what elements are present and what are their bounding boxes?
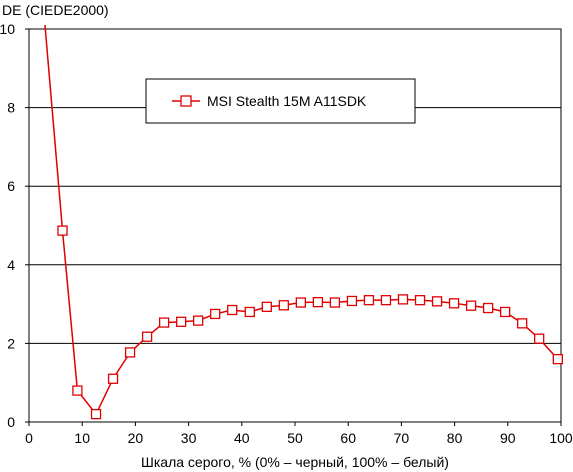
data-point bbox=[552, 353, 563, 365]
x-tick-label: 50 bbox=[287, 430, 303, 446]
data-point bbox=[107, 373, 119, 384]
y-tick-label: 2 bbox=[7, 335, 15, 351]
data-point bbox=[517, 318, 528, 329]
data-point bbox=[295, 297, 307, 308]
data-point bbox=[329, 297, 341, 308]
series-group bbox=[44, 25, 563, 420]
y-tick-label: 4 bbox=[7, 257, 15, 273]
data-point bbox=[227, 304, 238, 316]
data-point bbox=[448, 298, 460, 309]
x-tick-label: 40 bbox=[234, 430, 250, 446]
x-tick-label: 80 bbox=[447, 430, 463, 446]
y-tick-label: 10 bbox=[0, 21, 15, 37]
x-tick-label: 30 bbox=[181, 430, 197, 446]
data-point bbox=[176, 316, 187, 327]
x-tick-label: 20 bbox=[128, 430, 144, 446]
data-point bbox=[210, 308, 221, 320]
data-point bbox=[72, 385, 83, 396]
data-point bbox=[534, 333, 545, 344]
data-point bbox=[193, 315, 204, 326]
x-tick-label: 70 bbox=[394, 430, 410, 446]
y-tick-label: 6 bbox=[7, 178, 15, 194]
x-tick-label: 100 bbox=[549, 430, 573, 446]
x-tick-label: 60 bbox=[340, 430, 356, 446]
data-point bbox=[482, 302, 494, 314]
data-point bbox=[380, 295, 392, 306]
data-point bbox=[278, 300, 289, 311]
y-tick-label: 0 bbox=[7, 414, 15, 430]
legend-label: MSI Stealth 15M A11SDK bbox=[207, 93, 367, 109]
x-tick-label: 0 bbox=[25, 430, 33, 446]
data-point bbox=[244, 306, 255, 318]
gridlines bbox=[29, 107, 561, 344]
x-axis-label: Шкала серого, % (0% – черный, 100% – бел… bbox=[141, 454, 449, 470]
legend-marker bbox=[180, 95, 192, 107]
data-point bbox=[397, 294, 409, 305]
data-point bbox=[346, 295, 358, 307]
data-point bbox=[158, 317, 170, 328]
data-point bbox=[363, 295, 375, 306]
data-point bbox=[312, 296, 324, 308]
data-point bbox=[414, 295, 426, 306]
data-point bbox=[90, 408, 102, 420]
x-tick-label: 90 bbox=[500, 430, 516, 446]
y-axis-label: DE (CIEDE2000) bbox=[2, 2, 109, 18]
data-point bbox=[57, 225, 68, 236]
data-point bbox=[141, 331, 153, 342]
legend: MSI Stealth 15M A11SDK bbox=[145, 78, 416, 124]
y-tick-label: 8 bbox=[7, 100, 15, 116]
x-tick-label: 10 bbox=[74, 430, 90, 446]
data-point bbox=[465, 300, 477, 311]
data-point bbox=[124, 347, 136, 358]
data-point bbox=[499, 306, 511, 318]
data-point bbox=[261, 301, 272, 313]
data-point bbox=[431, 296, 443, 307]
